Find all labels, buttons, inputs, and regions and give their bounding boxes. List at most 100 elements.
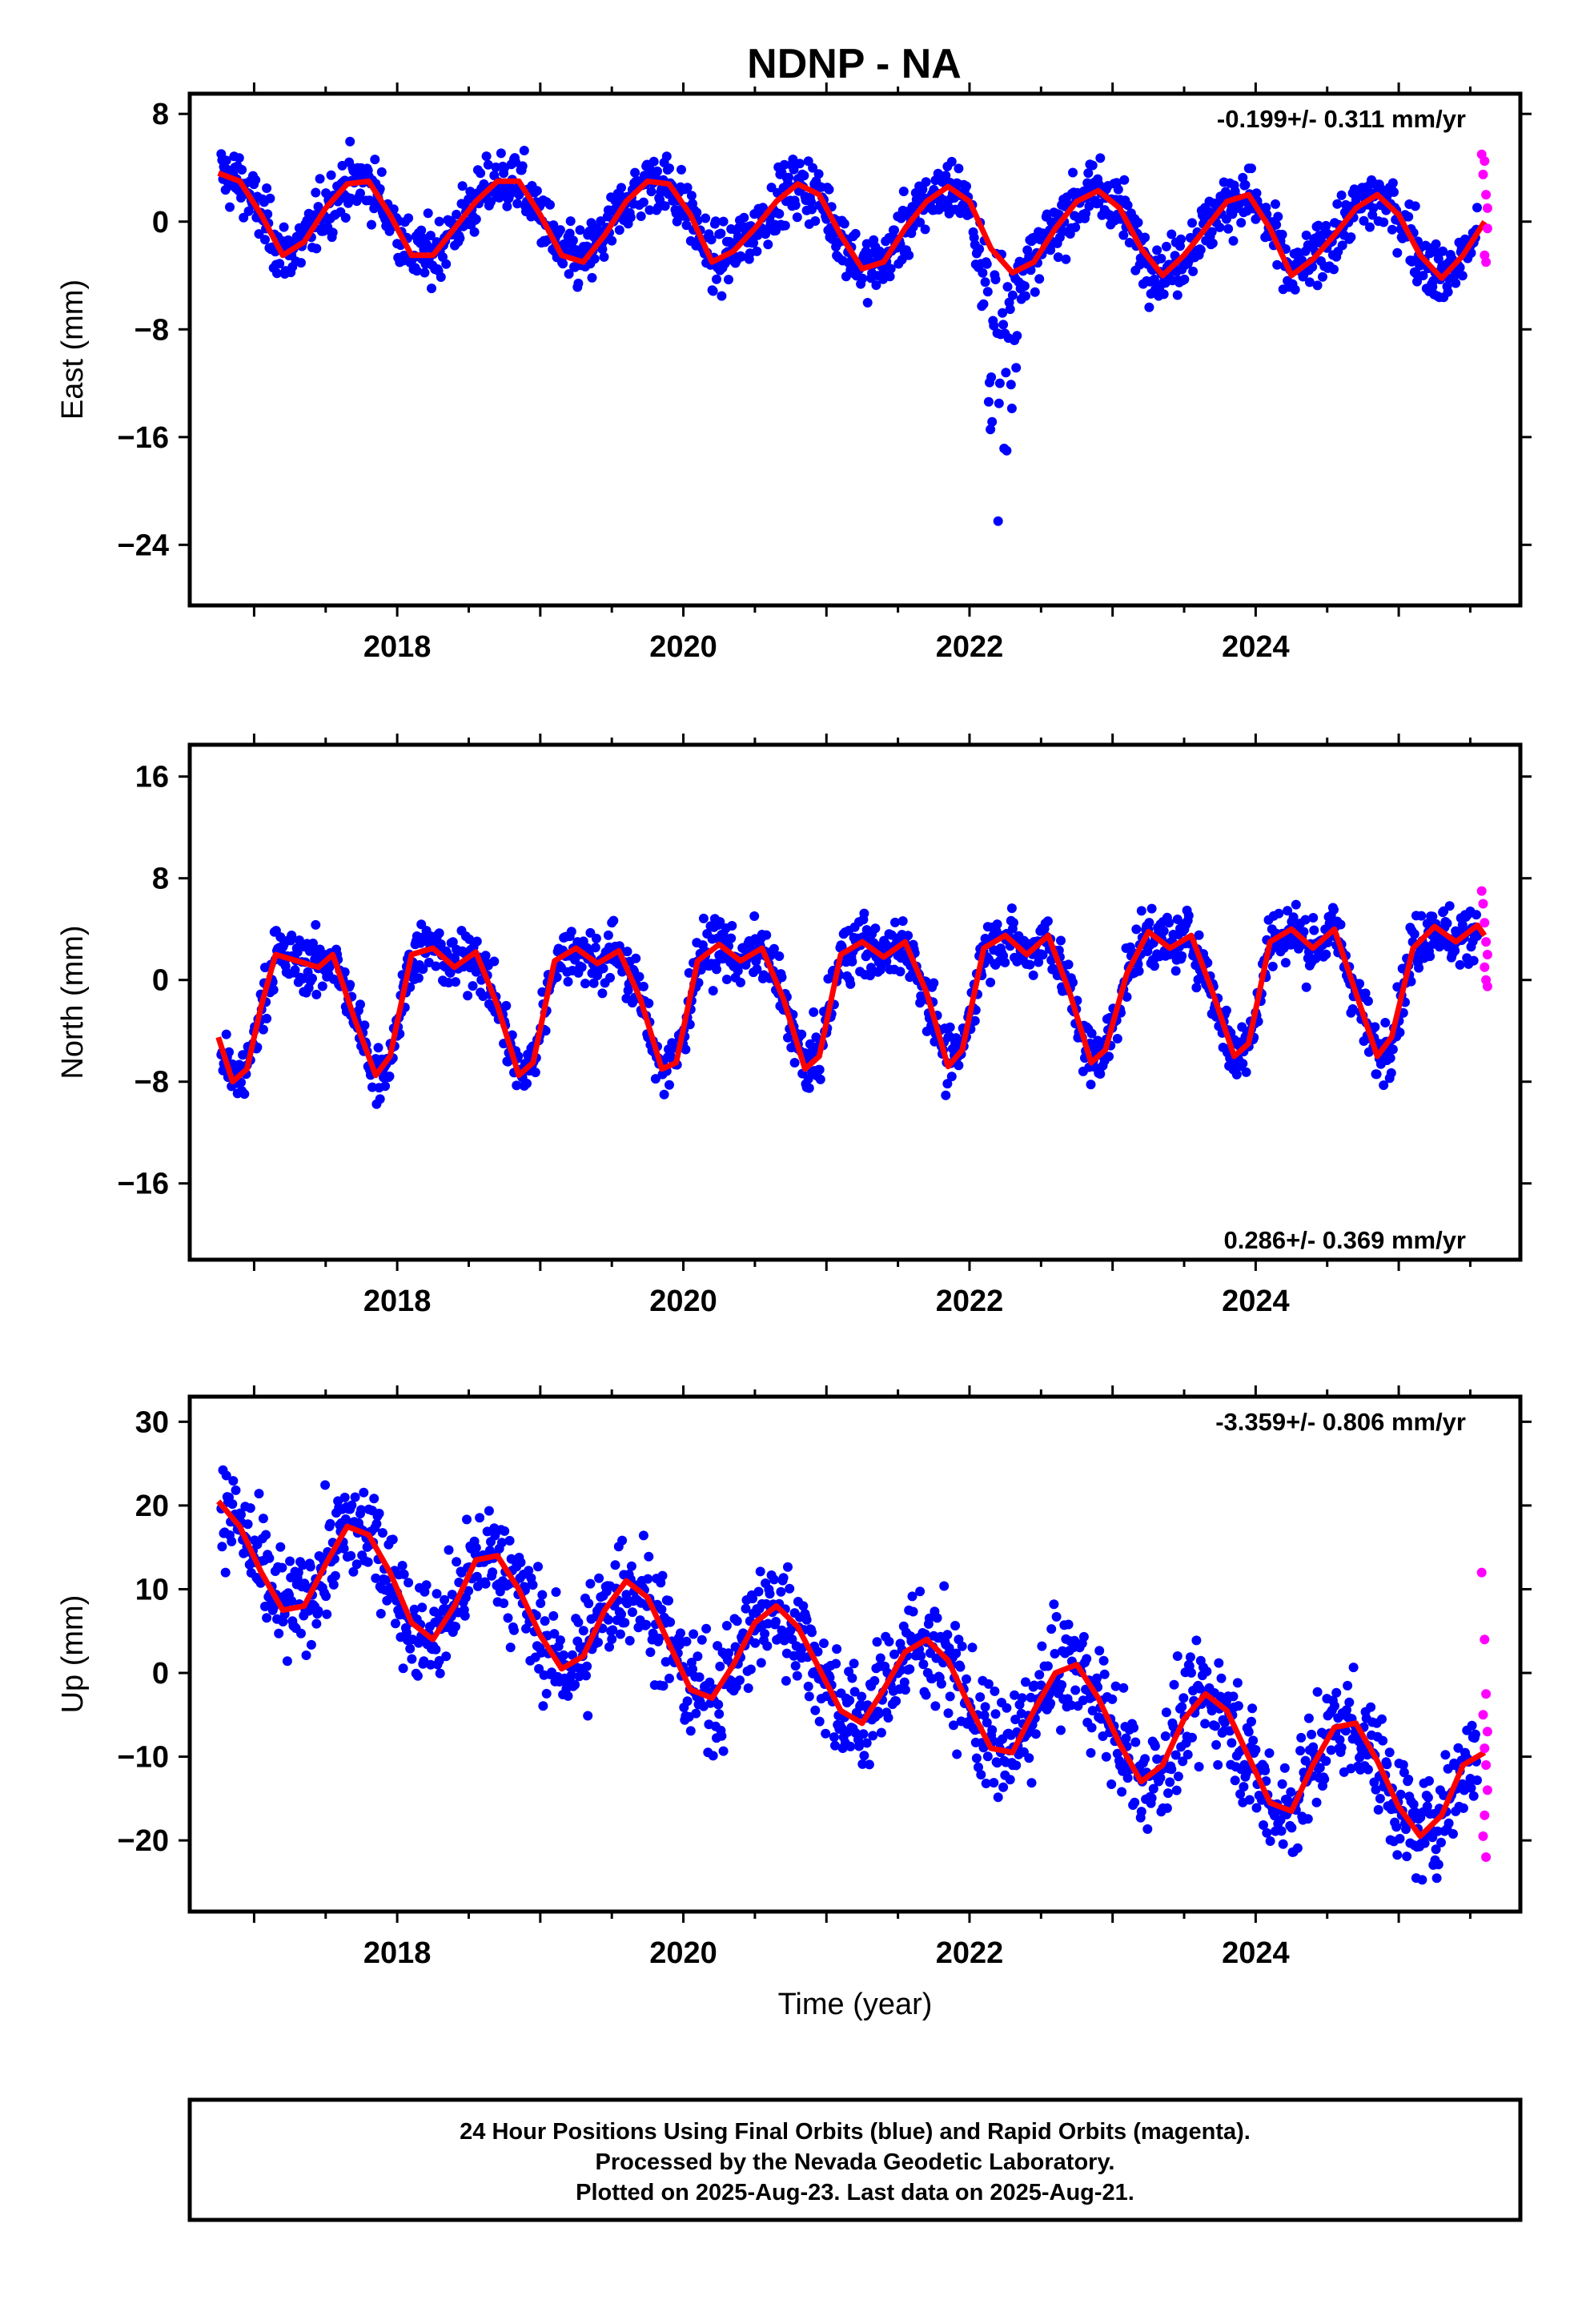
up-final-point (1010, 1715, 1021, 1725)
east-final-point (616, 183, 626, 193)
up-final-point (1121, 1733, 1131, 1743)
up-final-point (849, 1687, 860, 1697)
up-final-point (955, 1662, 966, 1672)
up-final-point (665, 1673, 674, 1683)
footer-line-2: Processed by the Nevada Geodetic Laborat… (596, 2149, 1115, 2175)
up-xtick-label: 2020 (649, 1936, 717, 1970)
up-final-point (654, 1633, 665, 1643)
up-final-point (831, 1659, 841, 1669)
east-final-point (1247, 163, 1256, 174)
north-xtick-label: 2020 (649, 1285, 717, 1318)
north-final-point (736, 977, 745, 987)
up-final-point (676, 1628, 685, 1638)
up-final-point (627, 1607, 637, 1618)
north-final-point (870, 923, 881, 934)
up-final-point (821, 1728, 831, 1739)
north-final-point (275, 932, 286, 943)
up-final-point (490, 1530, 500, 1541)
north-final-point (472, 936, 482, 947)
up-final-point (951, 1648, 962, 1659)
up-final-point (398, 1663, 408, 1674)
up-rapid-point (1480, 1810, 1490, 1820)
up-final-point (1336, 1743, 1347, 1753)
east-final-point (1367, 210, 1378, 220)
up-final-point (1330, 1701, 1339, 1711)
up-final-point (1265, 1836, 1275, 1846)
up-final-point (1211, 1721, 1220, 1731)
up-final-point (287, 1596, 297, 1606)
east-rapid-point (1480, 156, 1490, 167)
up-final-point (452, 1557, 462, 1567)
up-final-point (537, 1590, 548, 1600)
east-final-point (589, 254, 600, 264)
up-final-point (845, 1741, 856, 1751)
east-final-point (962, 181, 971, 191)
up-final-point (656, 1604, 667, 1614)
up-final-point (1230, 1775, 1240, 1786)
up-final-point (217, 1542, 227, 1552)
north-final-point (463, 991, 473, 1001)
up-final-point (1408, 1799, 1419, 1810)
up-final-point (701, 1623, 712, 1634)
east-final-point (469, 227, 480, 237)
north-final-point (1406, 976, 1416, 987)
up-final-point (399, 1569, 409, 1579)
up-final-point (1248, 1735, 1259, 1746)
east-final-point (573, 278, 584, 288)
north-ytick-label: 0 (152, 964, 169, 998)
up-final-point (1295, 1746, 1306, 1756)
up-final-point (872, 1637, 882, 1647)
up-final-point (762, 1641, 773, 1651)
east-final-point (625, 212, 636, 223)
up-rapid-point (1482, 1727, 1492, 1737)
up-final-point (1264, 1748, 1275, 1759)
up-final-point (861, 1738, 872, 1748)
east-final-point (1329, 264, 1339, 275)
up-final-point (516, 1558, 526, 1567)
east-final-point (1014, 256, 1025, 267)
east-final-point (1228, 235, 1239, 246)
up-final-point (243, 1519, 253, 1530)
north-final-point (1444, 901, 1455, 911)
east-final-point (326, 170, 336, 180)
up-final-point (1243, 1765, 1253, 1775)
north-final-point (774, 951, 785, 961)
up-final-point (693, 1651, 703, 1662)
north-panel: 16 8 0 −8 −16 2018 2020 2022 2024 North (mm) 0.286… (56, 734, 1532, 1318)
east-final-point (941, 171, 951, 181)
up-final-point (1303, 1713, 1314, 1723)
up-final-point (939, 1581, 950, 1591)
up-final-point (645, 1647, 656, 1658)
east-final-point (824, 184, 834, 195)
east-final-point (496, 148, 506, 159)
east-final-point (630, 167, 640, 178)
up-final-point (359, 1487, 369, 1498)
east-final-point (701, 213, 711, 223)
up-ylabel: Up (mm) (56, 1595, 90, 1714)
east-final-point (636, 211, 646, 221)
north-final-point (1267, 961, 1278, 971)
east-final-point (980, 277, 990, 287)
up-final-point (717, 1731, 727, 1741)
east-final-point (969, 232, 979, 243)
up-final-point (664, 1595, 673, 1606)
north-final-point (311, 989, 322, 999)
up-final-point (916, 1651, 926, 1661)
up-final-point (228, 1476, 239, 1486)
east-final-point (1094, 198, 1104, 208)
up-final-point (1424, 1775, 1434, 1786)
up-final-point (1170, 1750, 1181, 1760)
up-final-point (864, 1759, 874, 1770)
up-final-point (505, 1642, 516, 1653)
up-final-point (434, 1655, 444, 1666)
east-final-point (476, 168, 486, 179)
up-final-point (952, 1749, 962, 1759)
east-final-point (998, 320, 1009, 330)
up-final-point (908, 1606, 918, 1617)
up-final-point (1063, 1619, 1074, 1630)
up-final-point (1448, 1829, 1458, 1839)
up-final-point (803, 1681, 813, 1691)
east-final-point (692, 207, 702, 218)
up-final-point (813, 1647, 823, 1657)
up-final-point (285, 1556, 295, 1566)
